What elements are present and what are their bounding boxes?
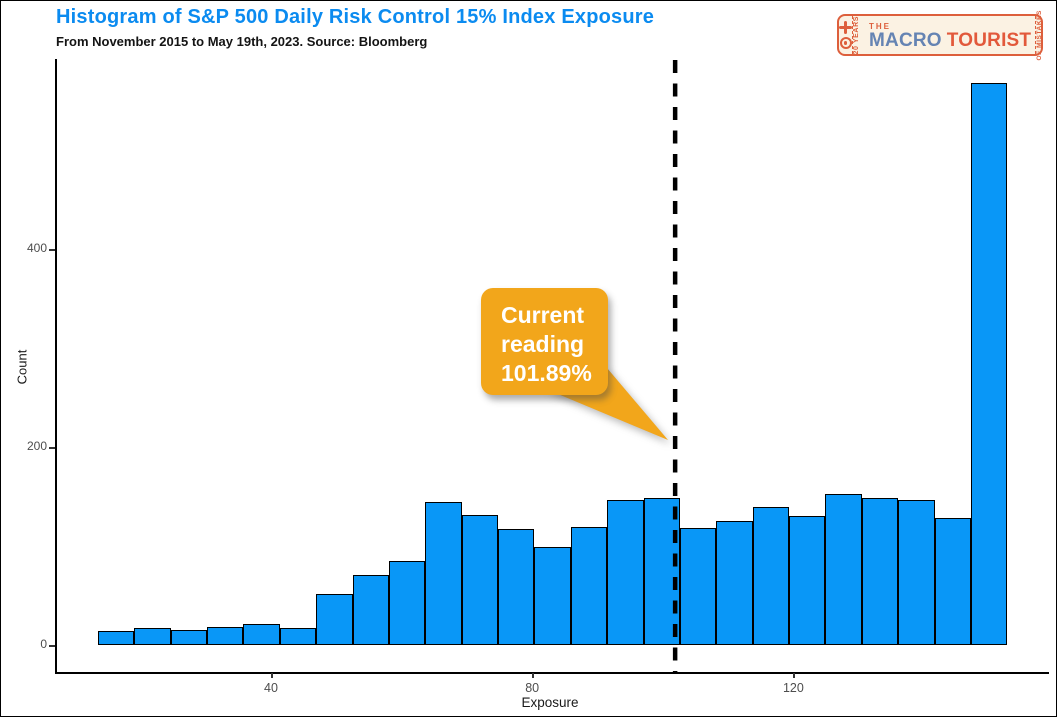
histogram-bar	[425, 501, 462, 646]
y-tick-mark	[49, 249, 55, 251]
histogram-bar	[861, 497, 899, 646]
logo-mistakes-label: OF MISTAKES	[1036, 9, 1044, 61]
y-tick-label: 200	[26, 439, 47, 454]
logo-wordmark: THE MACRO TOURIST	[860, 16, 1035, 54]
x-tick-mark	[793, 673, 795, 678]
histogram-bar	[752, 506, 789, 646]
histogram-bar	[207, 627, 244, 646]
histogram-bar	[570, 526, 608, 646]
logo-the-label: THE	[869, 21, 891, 31]
logo-icon-cell	[839, 16, 852, 54]
histogram-bar	[898, 499, 935, 646]
logo-tourist-label: TOURIST	[946, 29, 1032, 51]
logo-years-cell: 20 YEARS	[852, 16, 860, 54]
x-axis-line	[55, 672, 1049, 674]
logo-mistakes-cell: OF MISTAKES	[1035, 10, 1043, 60]
histogram-bar	[643, 497, 680, 646]
histogram-bar	[461, 514, 499, 646]
y-axis-title: Count	[14, 349, 30, 385]
y-axis-line	[55, 59, 57, 673]
histogram-bar	[316, 593, 353, 646]
x-tick-mark	[532, 673, 534, 678]
chart-subtitle: From November 2015 to May 19th, 2023. So…	[56, 34, 428, 49]
histogram-bar	[243, 623, 280, 646]
histogram-bar	[352, 575, 389, 646]
histogram-bar	[279, 628, 317, 646]
circle-target-icon	[839, 37, 852, 49]
histogram-bar	[134, 628, 171, 646]
x-tick-mark	[271, 673, 273, 678]
y-tick-label: 0	[40, 637, 47, 652]
plane-icon	[839, 21, 852, 34]
callout-line-3: 101.89%	[501, 360, 592, 386]
logo-years-label: 20 YEARS	[853, 15, 860, 55]
histogram-bar	[534, 547, 571, 646]
histogram-bar	[789, 515, 826, 646]
x-tick-label: 120	[782, 681, 804, 695]
histogram-bar	[607, 499, 644, 646]
y-tick-label: 400	[26, 241, 47, 256]
callout-line-1: Current	[501, 302, 585, 328]
histogram-bar	[97, 631, 135, 646]
x-axis-title: Exposure	[521, 695, 579, 710]
callout-line-2: reading	[501, 331, 585, 357]
histogram-bar	[388, 561, 426, 646]
histogram-bar	[825, 493, 862, 646]
histogram-bar	[716, 520, 753, 646]
y-tick-mark	[49, 447, 55, 449]
macro-tourist-logo: 20 YEARS THE MACRO TOURIST OF MISTAKES	[837, 10, 1043, 60]
x-tick-label: 40	[264, 681, 278, 695]
histogram-bar	[679, 528, 717, 646]
histogram-bar	[970, 82, 1008, 646]
logo-macro-label: MACRO	[869, 29, 942, 51]
current-reading-callout: Current reading 101.89%	[481, 288, 608, 395]
histogram-bar	[170, 630, 208, 646]
y-tick-mark	[49, 645, 55, 647]
x-tick-label: 80	[525, 681, 540, 695]
histogram-bar	[934, 517, 971, 646]
histogram-bar	[498, 529, 535, 646]
chart-title: Histogram of S&P 500 Daily Risk Control …	[56, 6, 655, 28]
